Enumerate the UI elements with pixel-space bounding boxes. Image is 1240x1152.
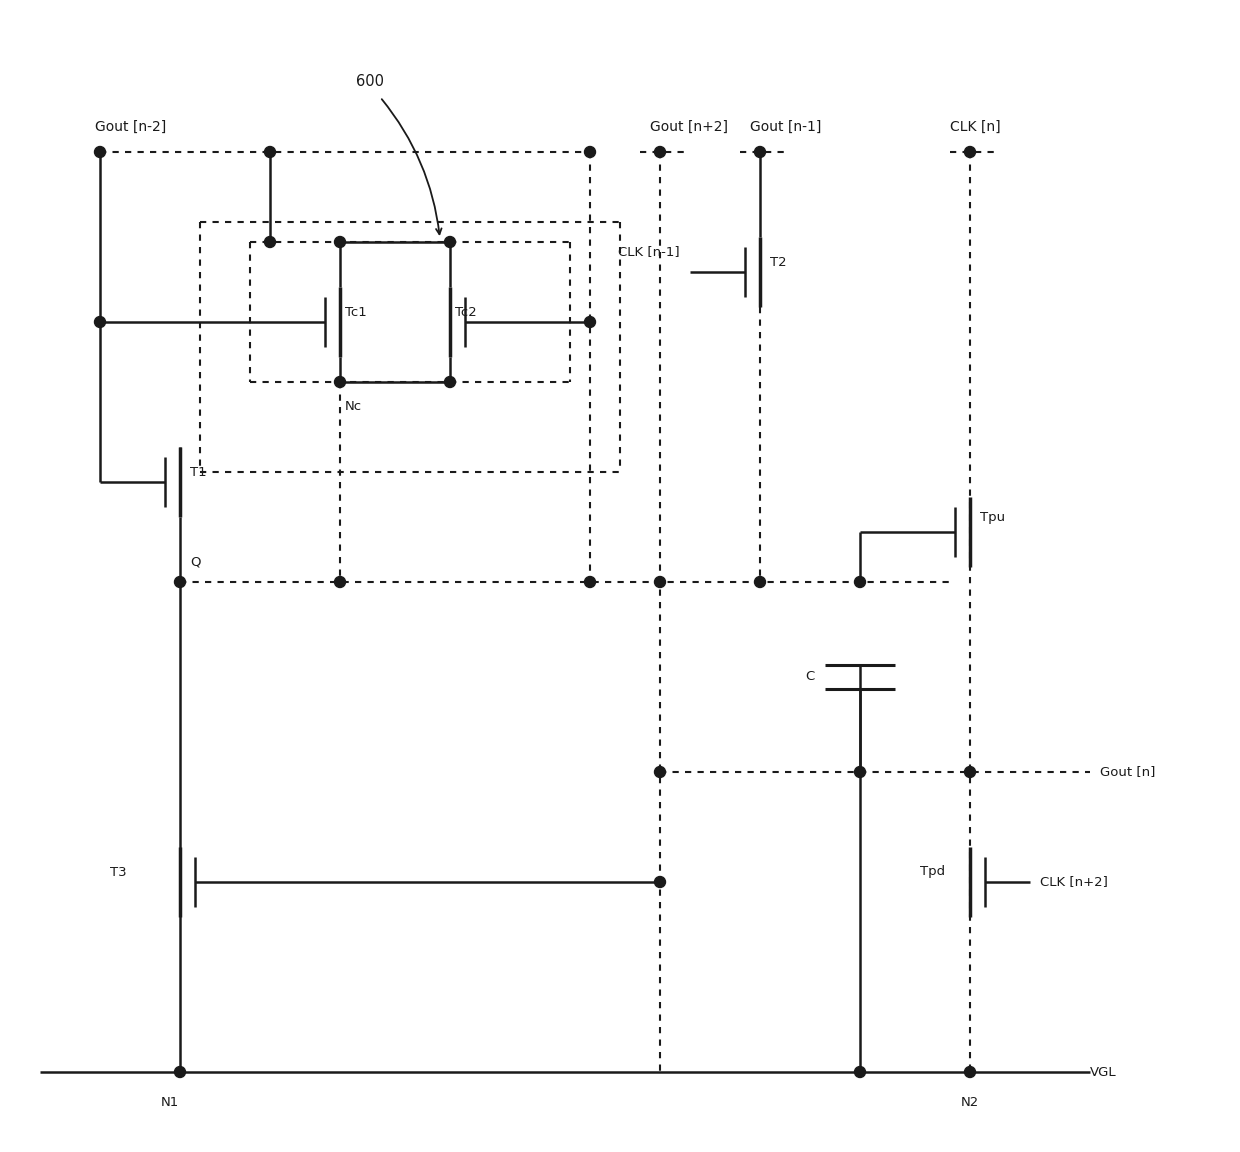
- Circle shape: [655, 146, 666, 158]
- Circle shape: [655, 766, 666, 778]
- Text: Tc1: Tc1: [345, 305, 367, 318]
- Circle shape: [584, 317, 595, 327]
- Circle shape: [264, 146, 275, 158]
- Text: Tpu: Tpu: [980, 510, 1006, 523]
- Text: 600: 600: [356, 75, 384, 90]
- Circle shape: [584, 146, 595, 158]
- Circle shape: [584, 576, 595, 588]
- Circle shape: [854, 576, 866, 588]
- Circle shape: [655, 576, 666, 588]
- Text: Gout [n-2]: Gout [n-2]: [95, 120, 166, 134]
- Text: Gout [n-1]: Gout [n-1]: [750, 120, 821, 134]
- Text: CLK [n]: CLK [n]: [950, 120, 1001, 134]
- Circle shape: [754, 576, 765, 588]
- Circle shape: [444, 377, 455, 387]
- Circle shape: [965, 766, 976, 778]
- Text: Tc2: Tc2: [455, 305, 476, 318]
- Circle shape: [655, 877, 666, 887]
- Text: T3: T3: [110, 865, 126, 879]
- Text: Tpd: Tpd: [920, 865, 945, 879]
- Circle shape: [264, 236, 275, 248]
- Circle shape: [854, 1067, 866, 1077]
- Circle shape: [335, 236, 346, 248]
- Text: Gout [n+2]: Gout [n+2]: [650, 120, 728, 134]
- Text: CLK [n-1]: CLK [n-1]: [619, 245, 680, 258]
- Text: T2: T2: [770, 256, 786, 268]
- Circle shape: [335, 576, 346, 588]
- Text: T1: T1: [190, 465, 207, 478]
- Circle shape: [175, 1067, 186, 1077]
- Text: Nc: Nc: [345, 401, 362, 414]
- Text: C: C: [805, 670, 815, 683]
- Text: Gout [n]: Gout [n]: [1100, 765, 1156, 779]
- Text: N2: N2: [961, 1096, 980, 1108]
- Text: N1: N1: [161, 1096, 179, 1108]
- Circle shape: [94, 317, 105, 327]
- Text: CLK [n+2]: CLK [n+2]: [1040, 876, 1107, 888]
- Circle shape: [854, 766, 866, 778]
- Circle shape: [965, 146, 976, 158]
- Circle shape: [94, 146, 105, 158]
- Text: VGL: VGL: [1090, 1066, 1117, 1078]
- Circle shape: [335, 377, 346, 387]
- Circle shape: [754, 146, 765, 158]
- Circle shape: [175, 576, 186, 588]
- Text: Q: Q: [190, 555, 201, 568]
- Circle shape: [965, 1067, 976, 1077]
- Circle shape: [444, 236, 455, 248]
